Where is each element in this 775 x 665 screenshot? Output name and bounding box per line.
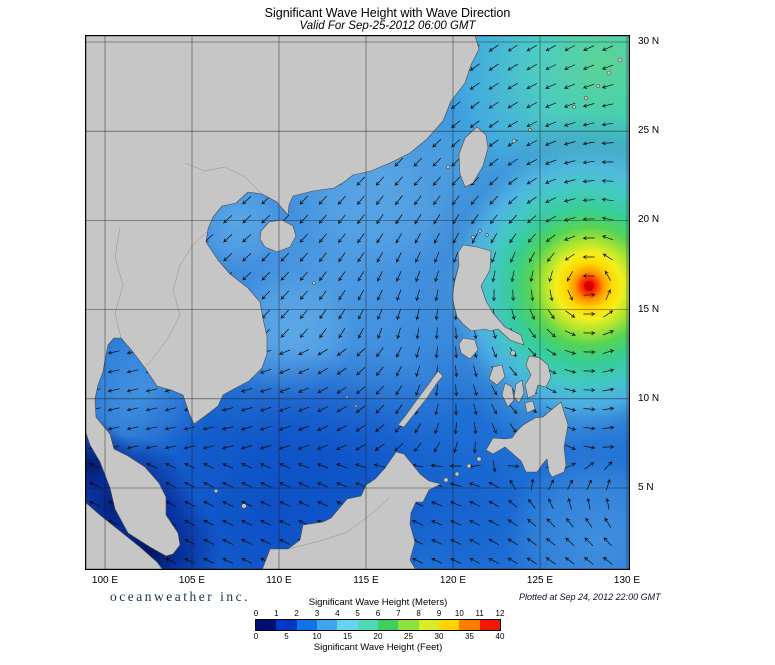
legend-color-segment <box>377 620 399 630</box>
wave-height-map <box>45 0 775 665</box>
island-mindanao <box>485 401 569 478</box>
meters-tick: 6 <box>375 609 381 618</box>
lat-tick-label: 15 N <box>638 303 660 315</box>
meters-tick: 0 <box>253 609 259 618</box>
feet-tick: 20 <box>373 632 383 641</box>
lat-tick-label: 20 N <box>638 214 660 226</box>
meters-tick: 7 <box>396 609 401 618</box>
plotted-timestamp: Plotted at Sep 24, 2012 22:00 GMT <box>519 592 661 602</box>
landmass-asia-mainland <box>84 34 480 557</box>
lat-tick-label: 10 N <box>638 392 660 404</box>
map-frame <box>85 35 630 570</box>
island-mindoro <box>458 337 479 360</box>
island-taiwan <box>458 126 489 188</box>
map-area <box>45 0 775 665</box>
legend-color-bar <box>255 619 501 631</box>
lon-tick-label: 120 E <box>439 575 467 586</box>
meters-tick: 11 <box>475 609 484 618</box>
feet-tick: 25 <box>404 632 413 641</box>
legend-color-segment <box>276 620 297 630</box>
meters-tick: 10 <box>454 609 464 618</box>
island-hainan <box>259 219 297 253</box>
legend-color-segment <box>479 620 500 630</box>
oceanweather-logo-text: oceanweather inc. <box>110 589 250 604</box>
island-cebu <box>513 379 525 404</box>
map-gridlines <box>85 35 630 570</box>
feet-tick: 15 <box>343 632 352 641</box>
feet-tick: 35 <box>465 632 474 641</box>
meters-tick: 9 <box>436 609 442 618</box>
feet-tick: 40 <box>495 632 505 641</box>
inland-borders <box>114 162 391 550</box>
valid-time-subtitle: Valid For Sep-25-2012 06:00 GMT <box>299 20 476 32</box>
legend-color-segment <box>418 620 439 630</box>
legend-color-segment <box>296 620 317 630</box>
feet-tick: 0 <box>253 632 259 641</box>
feet-tick: 5 <box>284 632 289 641</box>
typhoon-center-max-waves <box>584 281 594 291</box>
legend-feet-label: Significant Wave Height (Feet) <box>313 642 443 653</box>
page-title: Significant Wave Height with Wave Direct… <box>264 6 511 20</box>
legend-color-segment <box>337 620 358 630</box>
legend-meters-label: Significant Wave Height (Meters) <box>308 597 448 608</box>
meters-tick: 1 <box>274 609 279 618</box>
island-negros <box>501 382 515 408</box>
lon-tick-label: 100 E <box>91 575 119 586</box>
legend-feet-ticks: 0 5 10 15 20 25 30 35 40 <box>253 632 505 641</box>
lat-tick-label: 5 N <box>638 482 654 493</box>
lon-tick-label: 110 E <box>266 575 292 586</box>
meters-tick: 3 <box>314 609 320 618</box>
lon-tick-label: 130 E <box>613 575 641 586</box>
meters-tick: 5 <box>355 609 360 618</box>
legend-color-segment <box>459 620 480 630</box>
legend-meters-ticks: 0 1 2 3 4 5 6 7 8 9 10 11 12 <box>253 609 505 618</box>
small-islands <box>213 57 623 509</box>
lon-tick-label: 125 E <box>526 575 554 586</box>
legend-color-segment <box>316 620 338 630</box>
land-masses <box>84 34 623 571</box>
legend-color-segment <box>256 620 277 630</box>
lon-tick-label: 115 E <box>353 575 379 586</box>
island-panay <box>488 364 506 386</box>
lon-tick-label: 105 E <box>178 575 206 586</box>
meters-tick: 4 <box>335 609 340 618</box>
island-samar-leyte <box>524 355 552 399</box>
feet-tick: 10 <box>312 632 322 641</box>
feet-tick: 30 <box>434 632 444 641</box>
meters-tick: 12 <box>495 609 505 618</box>
island-borneo <box>261 451 442 571</box>
island-luzon <box>451 244 525 346</box>
meters-tick: 2 <box>294 609 299 618</box>
meters-tick: 8 <box>416 609 421 618</box>
lat-tick-label: 30 N <box>638 36 660 47</box>
island-bohol <box>524 400 536 414</box>
legend-color-segment <box>438 620 460 630</box>
legend-color-segment <box>398 620 419 630</box>
legend-color-segment <box>357 620 378 630</box>
sulu-sea-low-waves <box>395 435 535 575</box>
lat-tick-label: 25 N <box>638 125 660 137</box>
